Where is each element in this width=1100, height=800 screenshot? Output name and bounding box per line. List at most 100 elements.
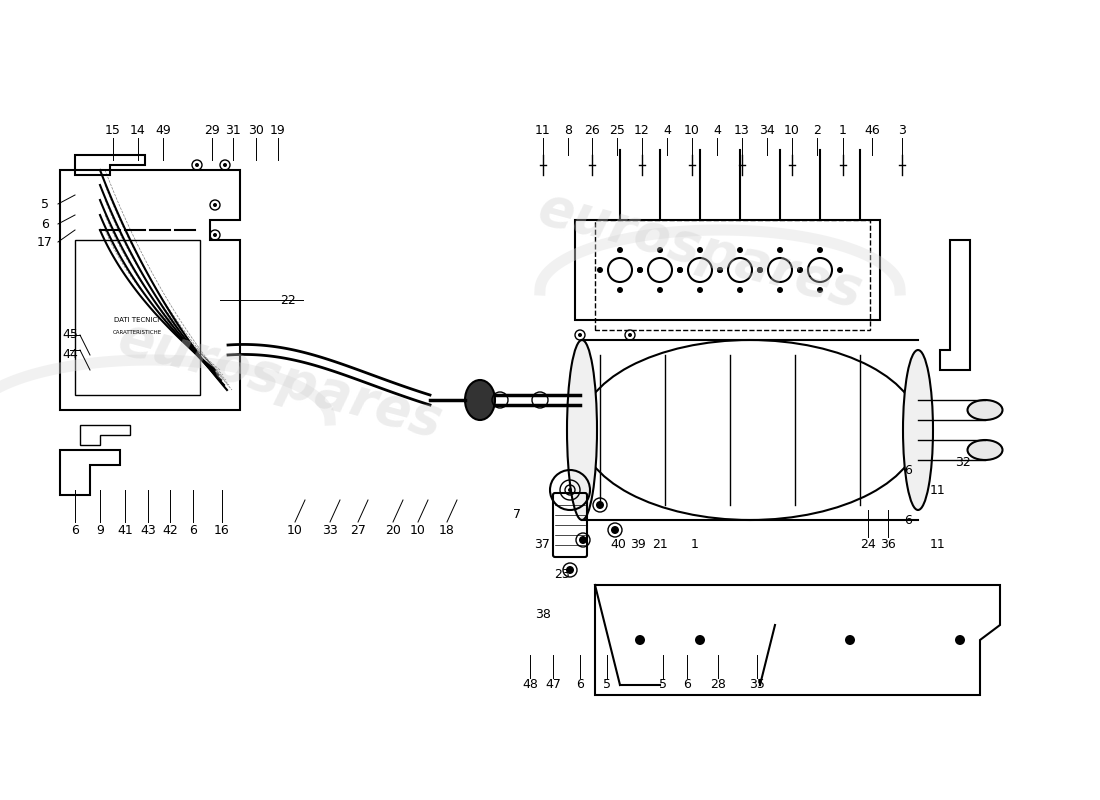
Text: 6: 6	[904, 463, 912, 477]
Text: 33: 33	[322, 523, 338, 537]
Text: 9: 9	[96, 523, 103, 537]
Ellipse shape	[968, 440, 1002, 460]
Circle shape	[635, 635, 645, 645]
Text: 37: 37	[535, 538, 550, 551]
Text: 1: 1	[839, 123, 847, 137]
Text: 6: 6	[41, 218, 48, 230]
Text: 19: 19	[271, 123, 286, 137]
Circle shape	[845, 635, 855, 645]
Text: 17: 17	[37, 235, 53, 249]
Text: 11: 11	[931, 538, 946, 551]
Text: 7: 7	[513, 509, 521, 522]
Circle shape	[697, 247, 703, 253]
Text: 27: 27	[350, 523, 366, 537]
Text: 26: 26	[584, 123, 600, 137]
Text: eurospares: eurospares	[112, 312, 448, 448]
Text: 43: 43	[140, 523, 156, 537]
Circle shape	[657, 287, 663, 293]
Circle shape	[628, 333, 632, 337]
Circle shape	[798, 267, 803, 273]
Text: 22: 22	[280, 294, 296, 306]
Text: 49: 49	[155, 123, 170, 137]
Text: 21: 21	[652, 538, 668, 551]
Circle shape	[579, 536, 587, 544]
Circle shape	[798, 267, 803, 273]
Circle shape	[717, 267, 723, 273]
Text: 10: 10	[410, 523, 426, 537]
Text: DATI TECNICI: DATI TECNICI	[114, 317, 160, 323]
Text: 10: 10	[684, 123, 700, 137]
Text: 34: 34	[759, 123, 774, 137]
Text: CARATTERISTICHE: CARATTERISTICHE	[112, 330, 162, 334]
Text: 40: 40	[610, 538, 626, 551]
Text: 45: 45	[62, 329, 78, 342]
Circle shape	[213, 203, 217, 207]
Text: 36: 36	[880, 538, 895, 551]
Text: 29: 29	[205, 123, 220, 137]
Text: 11: 11	[535, 123, 551, 137]
Text: 31: 31	[226, 123, 241, 137]
Text: 42: 42	[162, 523, 178, 537]
Text: 6: 6	[904, 514, 912, 526]
Text: 13: 13	[734, 123, 750, 137]
Circle shape	[610, 526, 619, 534]
Text: 44: 44	[62, 349, 78, 362]
Text: 6: 6	[189, 523, 197, 537]
Circle shape	[817, 287, 823, 293]
Circle shape	[223, 163, 227, 167]
Text: 18: 18	[439, 523, 455, 537]
Circle shape	[695, 635, 705, 645]
Text: 39: 39	[630, 538, 646, 551]
Text: 5: 5	[41, 198, 50, 210]
Circle shape	[737, 247, 742, 253]
Text: 30: 30	[249, 123, 264, 137]
Text: 47: 47	[546, 678, 561, 691]
Ellipse shape	[968, 400, 1002, 420]
Circle shape	[777, 287, 783, 293]
Text: 23: 23	[554, 569, 570, 582]
Circle shape	[617, 287, 623, 293]
Text: 48: 48	[522, 678, 538, 691]
Text: 28: 28	[711, 678, 726, 691]
Text: 14: 14	[130, 123, 146, 137]
Circle shape	[817, 247, 823, 253]
Circle shape	[676, 267, 683, 273]
Text: 2: 2	[813, 123, 821, 137]
Circle shape	[597, 267, 603, 273]
Text: 24: 24	[860, 538, 876, 551]
Text: 10: 10	[784, 123, 800, 137]
Ellipse shape	[566, 340, 597, 520]
Text: 41: 41	[117, 523, 133, 537]
Text: 38: 38	[535, 609, 551, 622]
Text: 5: 5	[603, 678, 611, 691]
Text: 1: 1	[691, 538, 698, 551]
Text: 10: 10	[287, 523, 303, 537]
Circle shape	[717, 267, 723, 273]
Circle shape	[757, 267, 763, 273]
Text: 5: 5	[659, 678, 667, 691]
Text: 8: 8	[564, 123, 572, 137]
Text: 16: 16	[214, 523, 230, 537]
Circle shape	[737, 287, 742, 293]
Circle shape	[837, 267, 843, 273]
Circle shape	[637, 267, 644, 273]
Text: 12: 12	[634, 123, 650, 137]
Text: 11: 11	[931, 483, 946, 497]
Text: 6: 6	[683, 678, 691, 691]
Text: 35: 35	[749, 678, 764, 691]
Circle shape	[757, 267, 763, 273]
Text: 25: 25	[609, 123, 625, 137]
Text: 4: 4	[713, 123, 721, 137]
Ellipse shape	[903, 350, 933, 510]
Circle shape	[578, 333, 582, 337]
Circle shape	[637, 267, 644, 273]
Text: 6: 6	[72, 523, 79, 537]
Circle shape	[617, 247, 623, 253]
Text: 20: 20	[385, 523, 400, 537]
Circle shape	[676, 267, 683, 273]
Circle shape	[697, 287, 703, 293]
Text: 46: 46	[865, 123, 880, 137]
Text: 3: 3	[898, 123, 906, 137]
Circle shape	[657, 247, 663, 253]
Circle shape	[566, 566, 574, 574]
